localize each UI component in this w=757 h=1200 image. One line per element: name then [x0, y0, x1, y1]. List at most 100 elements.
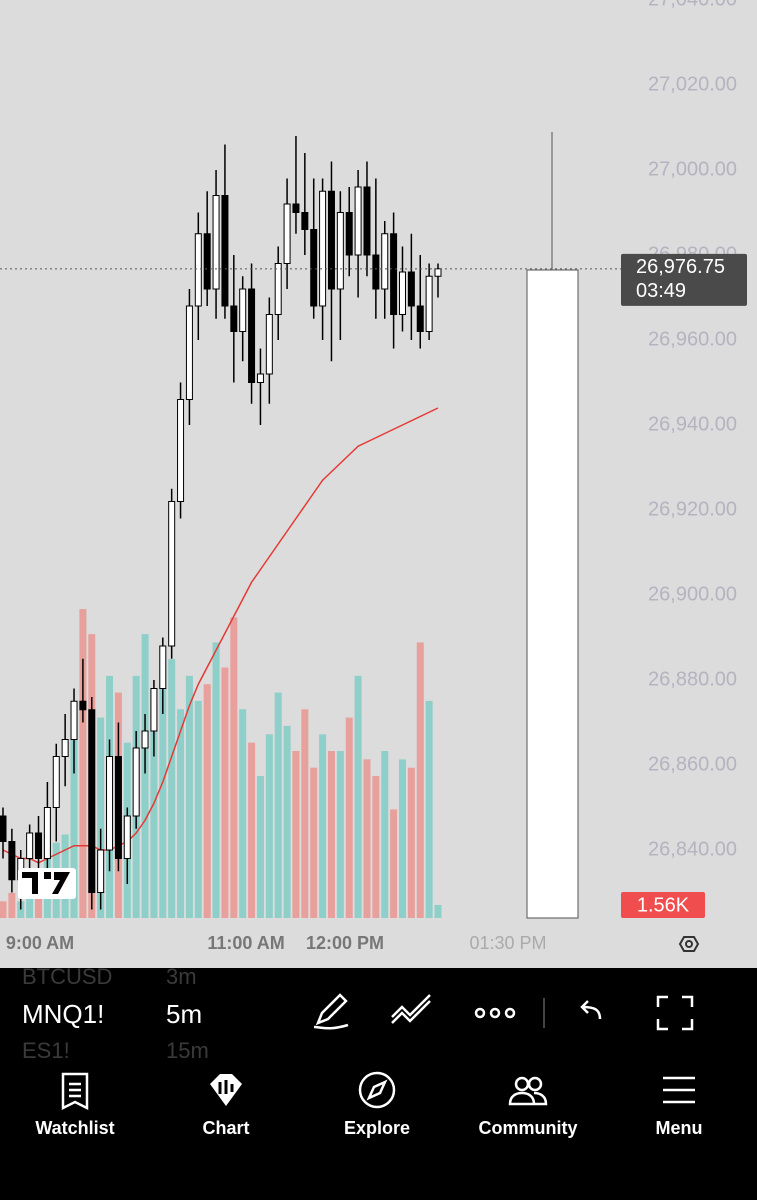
symbol-prev[interactable]: BTCUSD: [22, 964, 113, 989]
nav-watchlist[interactable]: Watchlist: [0, 1070, 150, 1139]
candle-body: [292, 203, 300, 213]
volume-bar: [283, 725, 291, 918]
y-tick-label: 26,940.00: [648, 413, 737, 435]
nav-label: Explore: [343, 1118, 411, 1138]
volume-bar: [425, 700, 433, 918]
volume-bar: [8, 892, 16, 918]
candle-body: [26, 832, 34, 859]
candle-body: [256, 373, 264, 383]
candle-body: [239, 288, 247, 332]
tv-logo: [18, 868, 76, 899]
candle-body: [61, 739, 69, 757]
volume-bar: [212, 642, 220, 918]
candle-body: [150, 688, 158, 732]
x-label: 01:30 PM: [469, 933, 546, 953]
candle-body: [203, 233, 211, 290]
candle-body: [345, 212, 353, 256]
nav-explore[interactable]: Explore: [302, 1070, 452, 1139]
y-tick-label: 26,880.00: [648, 668, 737, 690]
candle-body: [354, 186, 362, 256]
settings-icon[interactable]: [678, 936, 700, 952]
volume-bar: [363, 759, 371, 918]
volume-bar: [150, 709, 158, 918]
candle-body: [185, 305, 193, 400]
candle-body: [0, 815, 7, 842]
tool-icons[interactable]: [300, 983, 740, 1043]
interval[interactable]: 5m: [166, 999, 203, 1029]
interval-prev[interactable]: 3m: [166, 964, 197, 989]
candle-body: [363, 186, 371, 256]
nav-label: Menu: [655, 1118, 703, 1138]
symbol[interactable]: MNQ1!: [22, 999, 105, 1029]
candle-body: [283, 203, 291, 264]
volume-label-box: [621, 892, 705, 918]
volume-bar: [274, 692, 282, 918]
x-label: 9:00 AM: [6, 933, 74, 953]
candle-body: [425, 275, 433, 332]
y-tick-label: 27,000.00: [648, 158, 737, 180]
candle-body: [132, 747, 140, 817]
volume-bar: [336, 751, 344, 918]
last-price-label: 26,976.75: [636, 256, 725, 278]
candle-body: [274, 263, 282, 315]
last-price-box: [621, 253, 747, 306]
volume-bar: [17, 901, 25, 918]
candle-body: [159, 645, 167, 689]
volume-bar: [239, 709, 247, 918]
nav-menu[interactable]: Menu: [604, 1070, 754, 1139]
volume-bar: [327, 751, 335, 918]
volume-bar: [97, 717, 105, 918]
volume-bar: [416, 642, 424, 918]
candle-body: [70, 700, 78, 740]
candle-body: [194, 233, 202, 307]
volume-bar: [398, 759, 406, 918]
volume-bar: [301, 709, 309, 918]
position-box: [526, 269, 579, 919]
volume-bar: [79, 609, 87, 918]
volume-bar: [141, 634, 149, 918]
volume-bar: [310, 767, 318, 918]
candle-body: [390, 233, 398, 315]
nav-label: Community: [478, 1118, 578, 1138]
candle-body: [265, 314, 273, 375]
volume-bar: [177, 709, 185, 918]
volume-bar: [265, 734, 273, 918]
candle-body: [372, 254, 380, 290]
volume-bar: [221, 667, 229, 918]
volume-bar: [372, 776, 380, 918]
candle-body: [114, 756, 122, 859]
volume-bar: [194, 700, 202, 918]
y-tick-label: 26,840.00: [648, 838, 737, 860]
candle-body: [230, 305, 238, 332]
nav-chart[interactable]: Chart: [151, 1070, 301, 1139]
candle-body: [141, 730, 149, 749]
candle-body: [319, 190, 327, 307]
candle-body: [327, 190, 335, 290]
y-tick-label: 27,040.00: [648, 0, 737, 10]
volume-bar: [159, 684, 167, 918]
y-tick-label: 26,900.00: [648, 583, 737, 605]
candle-body: [248, 288, 256, 383]
volume-bar: [203, 684, 211, 918]
volume-bar: [26, 892, 34, 918]
bottom-nav: Watchlist Chart Explore Community Menu: [0, 1058, 757, 1200]
volume-bar: [407, 767, 415, 918]
volume-bar: [70, 725, 78, 918]
nav-community[interactable]: Community: [453, 1070, 603, 1139]
toolbar: BTCUSD 3m MNQ1! 5m ES1! 15m: [0, 964, 757, 1063]
volume-bar: [256, 776, 264, 918]
candle-body: [416, 305, 424, 332]
volume-bar: [168, 659, 176, 918]
candle-body: [52, 756, 60, 808]
candle-body: [336, 212, 344, 290]
volume-bar: [319, 734, 327, 918]
candle-body: [177, 399, 185, 502]
volume-bar: [230, 617, 238, 918]
moving-average: [2, 407, 439, 864]
volume-bar: [185, 675, 193, 918]
countdown: 03:49: [636, 280, 686, 302]
volume-bar: [0, 901, 7, 918]
candle-body: [381, 233, 389, 290]
x-label: 11:00 AM: [207, 933, 284, 953]
